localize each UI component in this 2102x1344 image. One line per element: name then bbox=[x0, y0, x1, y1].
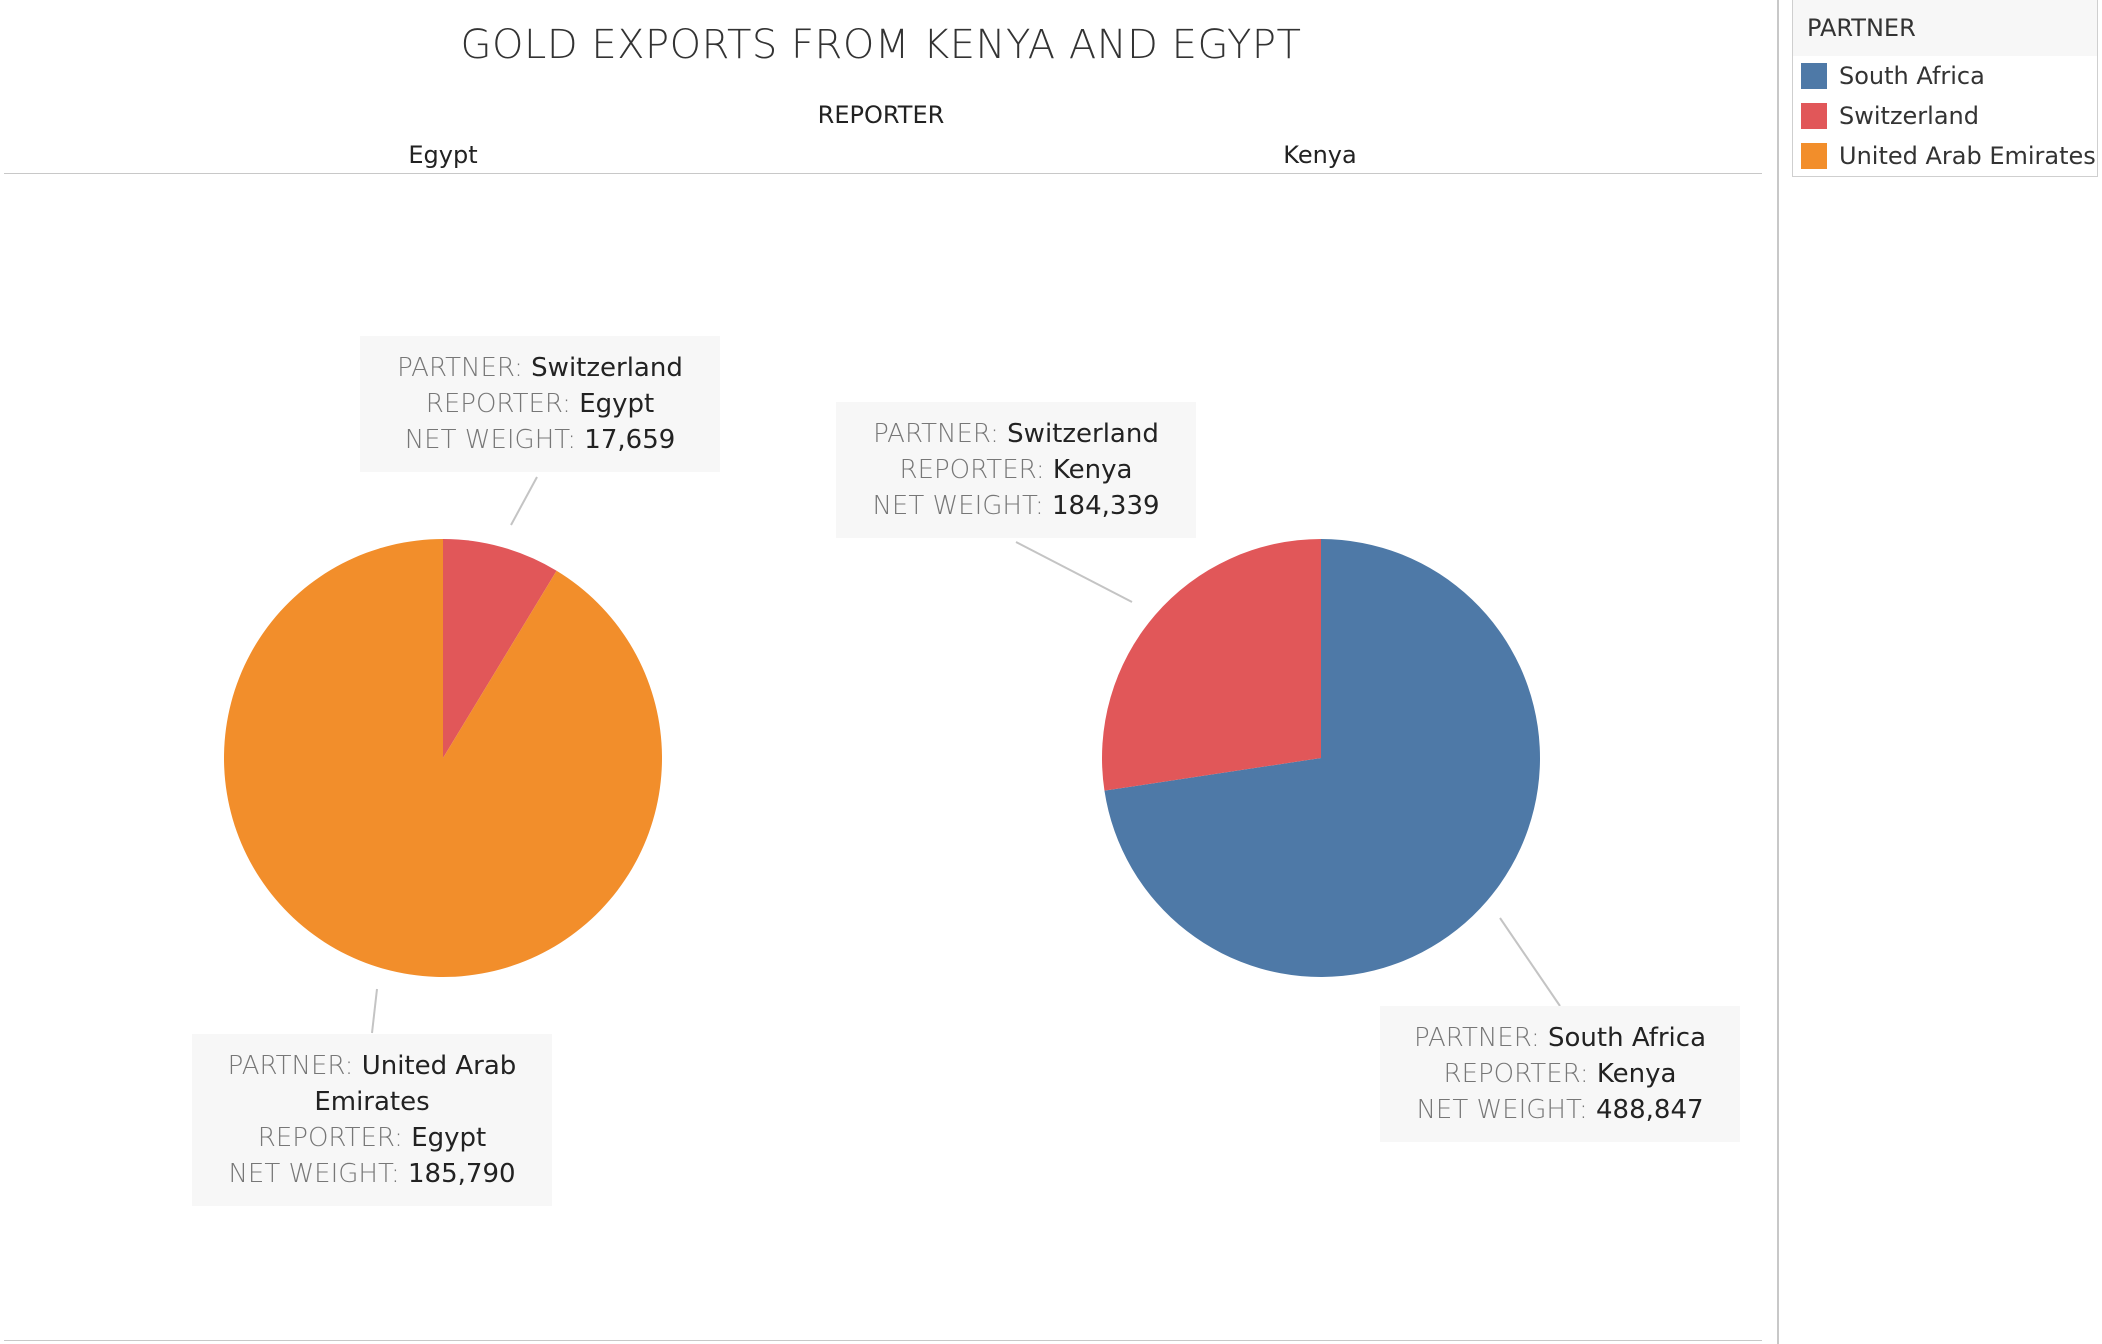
leader-line bbox=[1499, 917, 1561, 1007]
legend-label: United Arab Emirates bbox=[1839, 142, 2096, 170]
header-divider bbox=[4, 173, 1762, 174]
panel-header-egypt: Egypt bbox=[408, 141, 478, 169]
label-egypt-switzerland[interactable]: PARTNER: Switzerland REPORTER: Egypt NET… bbox=[360, 336, 720, 472]
legend-label: Switzerland bbox=[1839, 102, 1979, 130]
panel-header-kenya: Kenya bbox=[1283, 141, 1357, 169]
pie-slice-egypt-switzerland[interactable] bbox=[443, 539, 557, 758]
legend-swatch bbox=[1801, 103, 1827, 129]
bottom-divider bbox=[4, 1340, 1762, 1341]
leader-line bbox=[1015, 541, 1133, 603]
legend-item-switzerland[interactable]: Switzerland bbox=[1793, 96, 2097, 136]
legend-title: PARTNER bbox=[1793, 0, 2097, 56]
chart-title: GOLD EXPORTS FROM KENYA AND EGYPT bbox=[460, 22, 1302, 68]
legend-divider bbox=[1777, 0, 1779, 1344]
column-header: REPORTER bbox=[817, 101, 945, 129]
pie-charts bbox=[223, 476, 1561, 1034]
legend-swatch bbox=[1801, 63, 1827, 89]
label-egypt-uae[interactable]: PARTNER: United Arab Emirates REPORTER: … bbox=[192, 1034, 552, 1206]
label-kenya-south-africa[interactable]: PARTNER: South Africa REPORTER: Kenya NE… bbox=[1380, 1006, 1740, 1142]
pie-slice-egypt-united-arab-emirates[interactable] bbox=[223, 539, 662, 977]
leader-line bbox=[510, 476, 538, 526]
legend-swatch bbox=[1801, 143, 1827, 169]
legend: PARTNER South Africa Switzerland United … bbox=[1792, 0, 2098, 177]
legend-label: South Africa bbox=[1839, 62, 1985, 90]
leader-line bbox=[371, 988, 378, 1034]
legend-item-south-africa[interactable]: South Africa bbox=[1793, 56, 2097, 96]
legend-item-uae[interactable]: United Arab Emirates bbox=[1793, 136, 2097, 176]
pie-slice-kenya-switzerland[interactable] bbox=[1102, 539, 1321, 791]
pie-slice-kenya-south-africa[interactable] bbox=[1104, 539, 1540, 977]
label-kenya-switzerland[interactable]: PARTNER: Switzerland REPORTER: Kenya NET… bbox=[836, 402, 1196, 538]
